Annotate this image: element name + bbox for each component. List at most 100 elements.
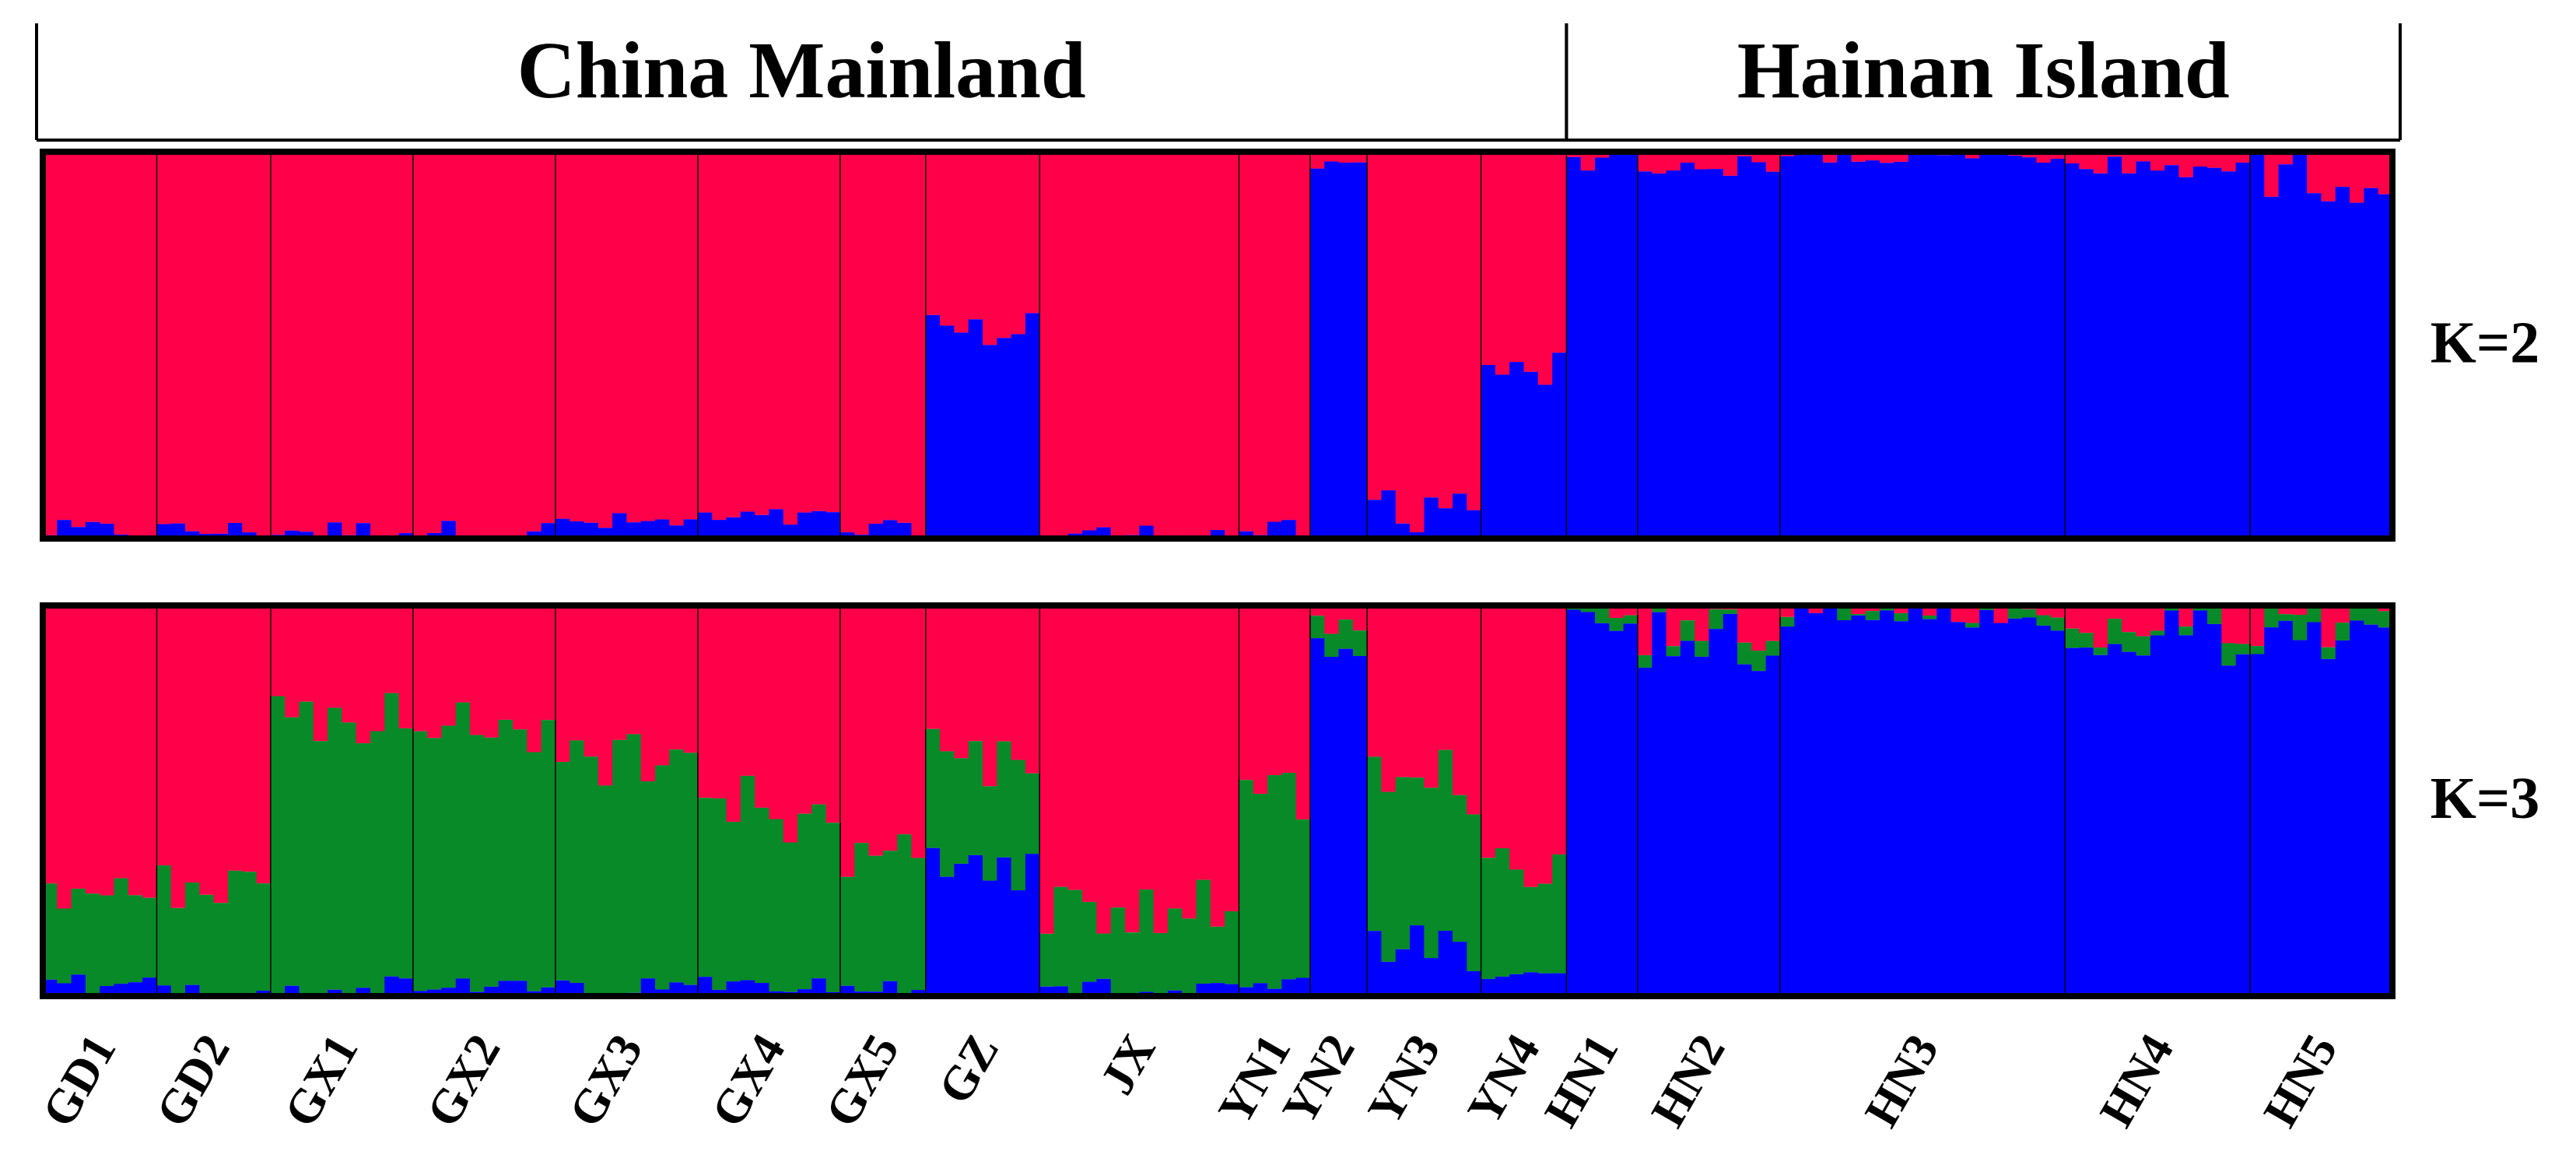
bar-segment-red (1467, 152, 1482, 511)
bar-segment-red (1295, 605, 1311, 819)
bar-segment-blue (1509, 362, 1525, 539)
bar-segment-blue (1695, 169, 1710, 539)
bar-segment-red (142, 152, 158, 537)
bar-segment-blue (640, 521, 656, 539)
bar-segment-red (1281, 605, 1297, 774)
bar-segment-red (441, 152, 457, 521)
bar-segment-green (825, 823, 841, 992)
bar-segment-green (1053, 886, 1069, 987)
bar-segment-red (1067, 152, 1083, 534)
bar-segment-blue (640, 978, 656, 996)
bar-segment-green (1851, 614, 1866, 616)
bar-segment-red (1495, 605, 1510, 848)
bar-segment-blue (1666, 656, 1681, 996)
bar-segment-red (954, 605, 969, 759)
bar-segment-blue (2292, 152, 2308, 539)
bar-segment-red (1381, 152, 1397, 491)
bar-segment-green (2107, 619, 2122, 644)
bar-segment-red (997, 605, 1012, 742)
bar-segment-red (270, 152, 286, 535)
bar-segment-red (598, 605, 613, 786)
bar-segment-red (1709, 152, 1724, 170)
bar-segment-green (854, 843, 870, 992)
bar-segment-red (2093, 605, 2108, 648)
bar-segment-blue (1609, 152, 1624, 539)
bar-segment-blue (1367, 500, 1383, 539)
bar-segment-blue (1680, 640, 1695, 996)
bar-segment-green (839, 876, 855, 986)
bar-segment-red (954, 152, 969, 333)
bar-segment-red (740, 605, 755, 776)
bar-segment-blue (2321, 658, 2336, 996)
panel-k3: K=3 (40, 602, 2539, 999)
bar-segment-red (825, 605, 841, 823)
population-label: GX1 (275, 1026, 369, 1135)
bar-segment-red (1139, 605, 1155, 890)
bar-segment-blue (1652, 173, 1667, 539)
bar-segment-blue (2022, 157, 2038, 539)
bar-segment-red (1096, 152, 1112, 528)
bar-segment-red (285, 605, 300, 718)
bar-segment-red (1410, 152, 1425, 533)
bar-segment-blue (669, 982, 685, 996)
bar-segment-red (2321, 605, 2336, 647)
bar-segment-red (1964, 605, 1980, 623)
bar-segment-blue (825, 512, 841, 539)
bar-segment-blue (2307, 193, 2322, 539)
bar-segment-blue (1139, 525, 1155, 539)
bar-segment-blue (811, 978, 827, 996)
bar-segment-red (2335, 605, 2350, 623)
bar-segment-blue (1723, 613, 1738, 996)
bar-segment-red (114, 152, 129, 535)
bar-segment-blue (2178, 177, 2194, 539)
bar-segment-blue (142, 977, 158, 996)
bar-segment-red (1467, 605, 1482, 815)
bar-segment-blue (584, 522, 599, 539)
bar-segment-red (213, 605, 229, 904)
bar-segment-red (839, 605, 855, 877)
bar-segment-red (57, 152, 72, 521)
bar-segment-blue (1765, 655, 1781, 996)
bar-segment-blue (712, 989, 727, 996)
bar-segment-blue (1438, 931, 1453, 996)
bar-segment-red (697, 152, 713, 513)
bar-segment-red (2050, 152, 2066, 159)
bar-segment-red (470, 605, 485, 735)
bar-segment-blue (1395, 949, 1411, 996)
bar-segment-blue (1281, 979, 1297, 996)
bar-segment-red (242, 605, 258, 872)
bar-segment-red (498, 152, 513, 536)
bar-segment-green (1467, 814, 1482, 971)
bar-segment-blue (1880, 163, 1894, 539)
bar-segment-red (57, 605, 72, 909)
bar-segment-green (882, 851, 898, 981)
bar-segment-green (897, 834, 913, 996)
bar-segment-green (1239, 780, 1254, 988)
bar-segment-green (498, 719, 513, 981)
bar-segment-red (769, 152, 784, 510)
bar-segment-blue (655, 519, 670, 539)
bar-segment-green (185, 883, 200, 985)
bar-segment-red (697, 605, 713, 798)
bar-segment-blue (1680, 163, 1695, 539)
bar-segment-blue (1723, 175, 1738, 539)
bar-segment-blue (1453, 493, 1467, 539)
bar-segment-blue (1495, 374, 1510, 539)
bar-segment-green (911, 858, 927, 991)
bar-segment-red (897, 605, 913, 835)
bar-segment-green (1153, 932, 1169, 994)
bar-segment-green (2207, 605, 2222, 624)
bar-segment-green (1182, 918, 1197, 994)
bar-segment-green (2022, 609, 2038, 618)
bar-segment-red (755, 605, 770, 808)
bar-segment-green (1281, 773, 1297, 980)
bar-segment-blue (997, 338, 1012, 539)
bar-segment-green (755, 807, 770, 984)
bar-segment-red (1110, 152, 1126, 539)
bar-segment-blue (1779, 626, 1795, 996)
bar-segment-blue (227, 522, 243, 539)
bar-segment-blue (2050, 158, 2066, 539)
bar-segment-green (1367, 756, 1383, 932)
bar-segment-blue (655, 989, 670, 996)
bar-segment-red (2221, 605, 2237, 644)
